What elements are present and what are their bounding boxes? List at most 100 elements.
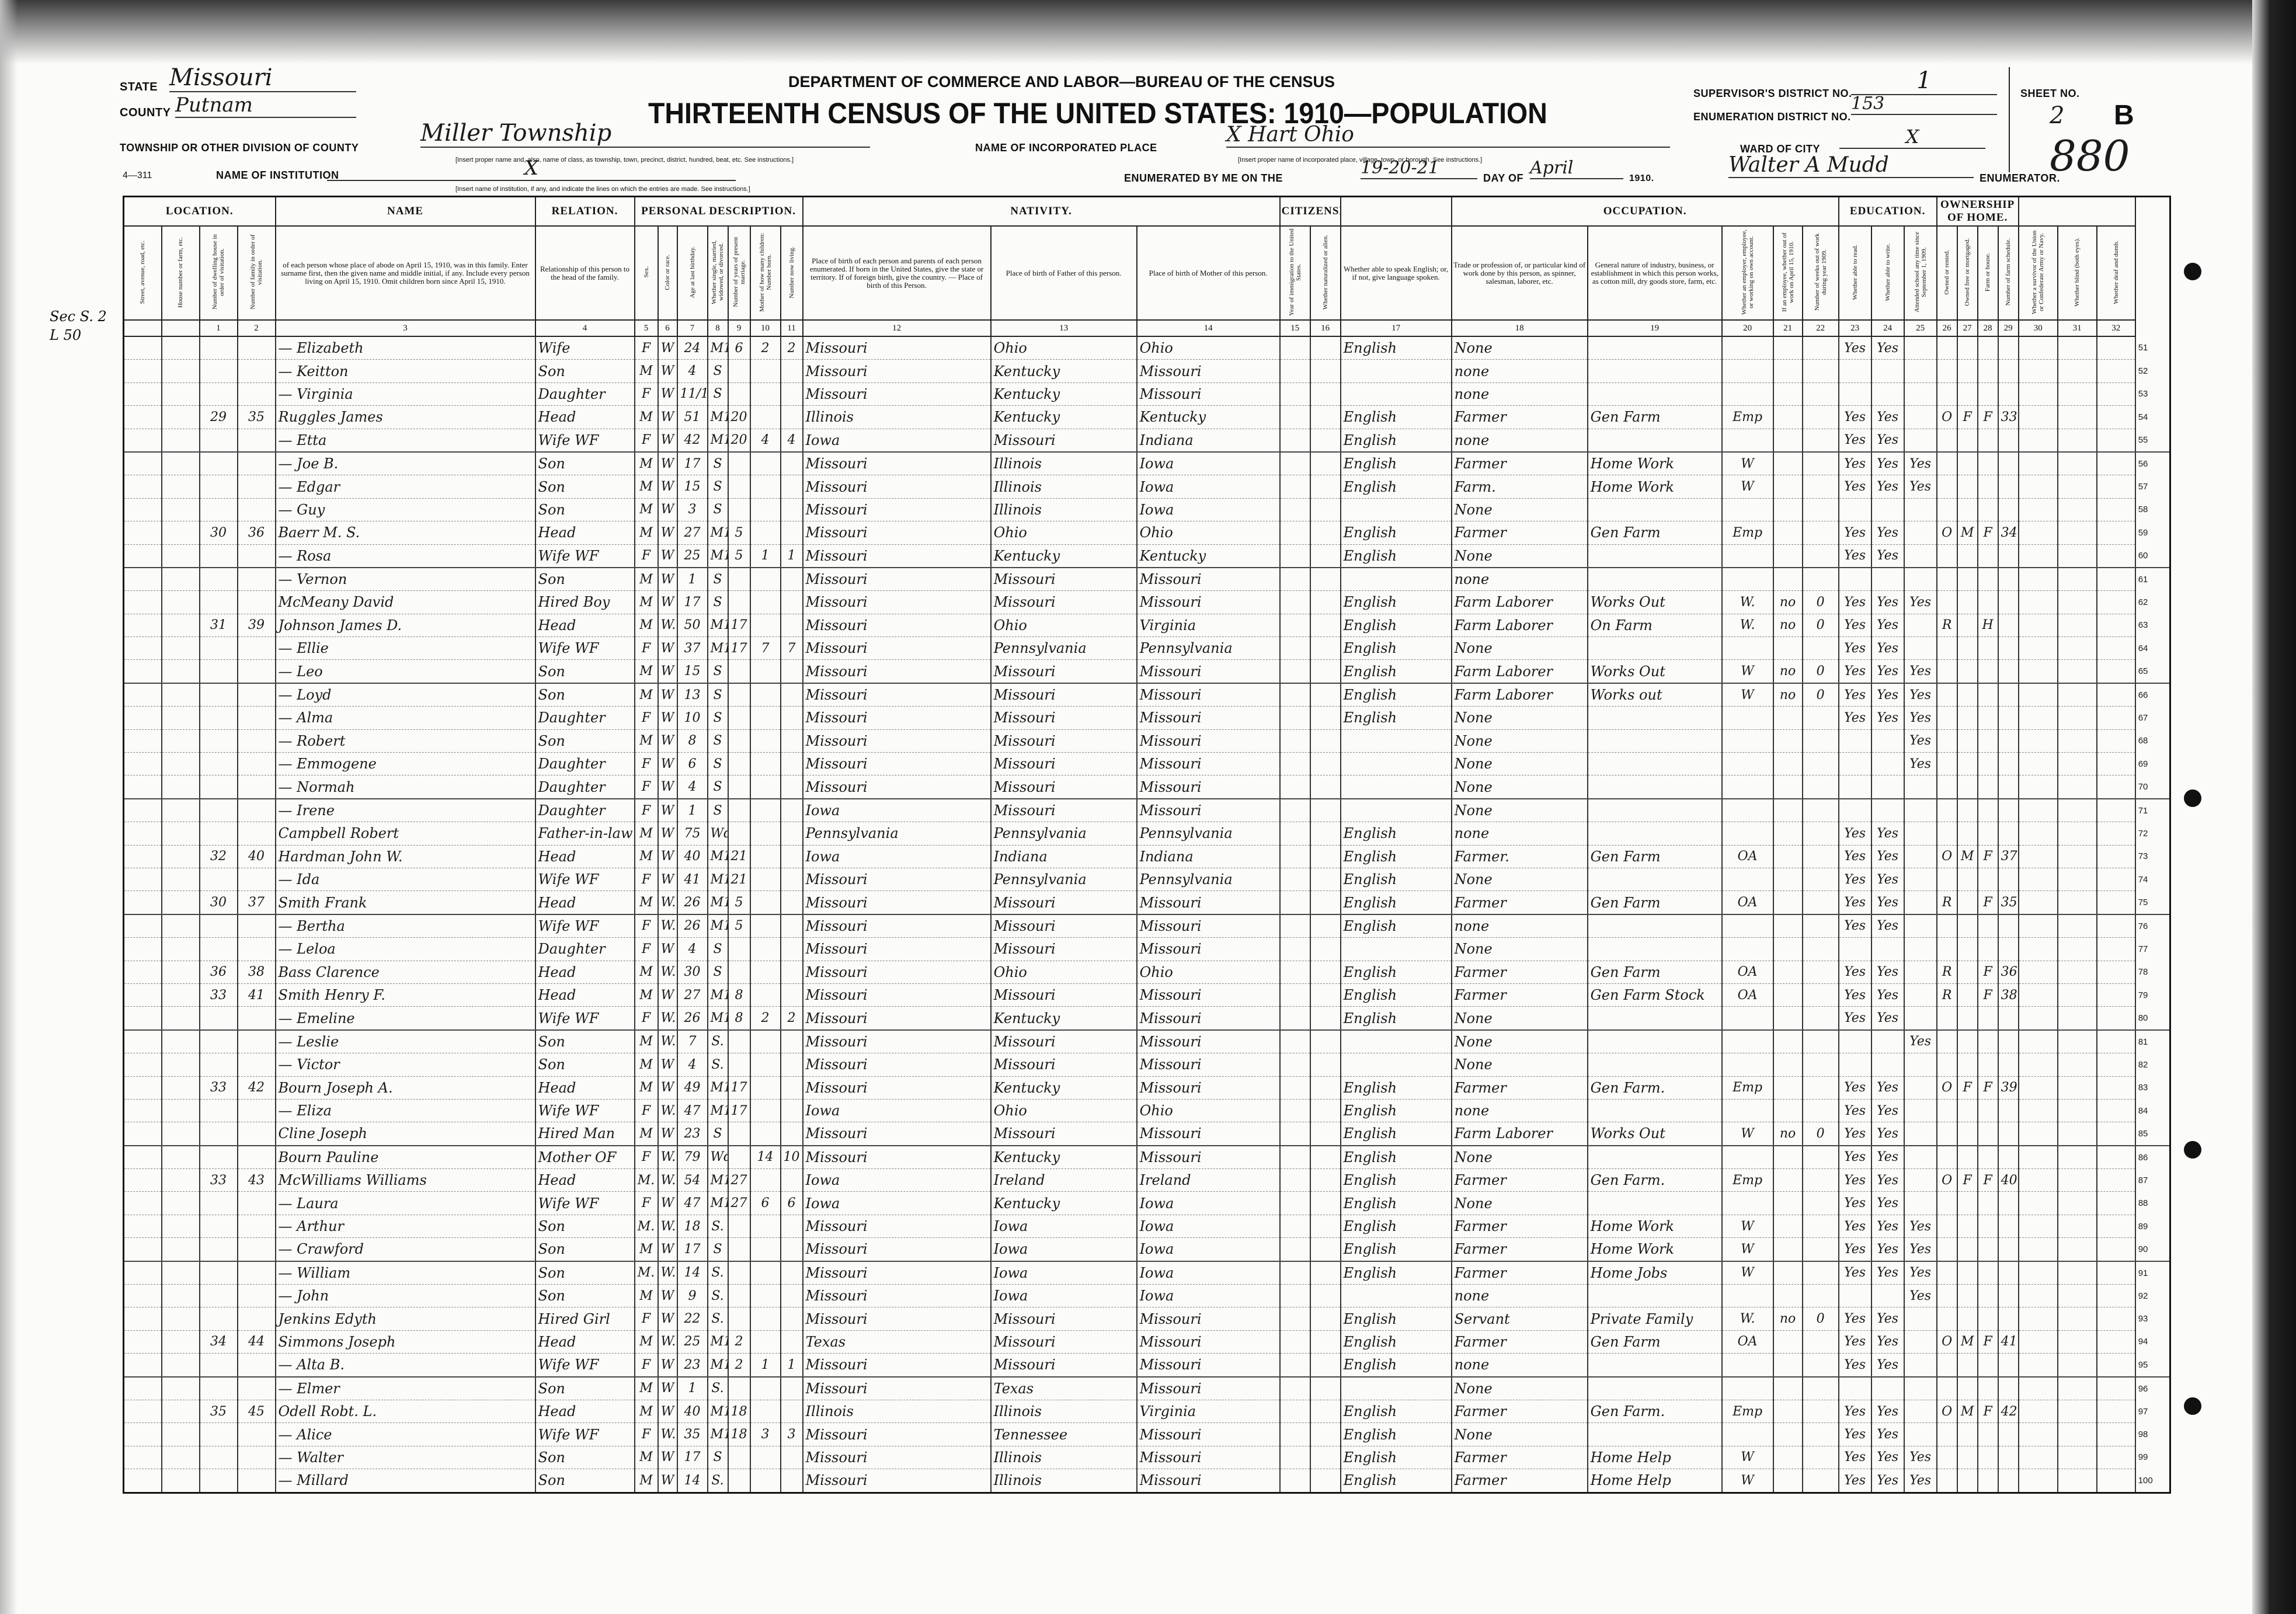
farm-house-cell: H <box>1977 614 1999 638</box>
class-of-worker-cell: W <box>1721 1122 1774 1146</box>
write-cell: Yes <box>1870 590 1905 614</box>
dwelling-cell <box>199 1215 238 1239</box>
deaf-cell <box>2096 822 2136 846</box>
language-cell: English <box>1340 405 1452 429</box>
language-cell: English <box>1340 659 1452 684</box>
family-cell: 43 <box>236 1168 276 1192</box>
farm-house-cell <box>1977 1099 1999 1123</box>
children-born-cell <box>749 1237 781 1262</box>
page-stamp: 880 <box>2050 131 2130 180</box>
language-cell <box>1340 798 1452 823</box>
out-of-work-cell <box>1772 475 1803 499</box>
sex-cell: F <box>634 429 659 453</box>
immigration-year-cell <box>1279 1029 1311 1054</box>
census-row: — Irene Daughter F W 1 S Iowa Missouri Missouri N… <box>123 798 2170 823</box>
owned-rented-cell <box>1936 1122 1958 1146</box>
language-cell: English <box>1340 1145 1452 1170</box>
marital-cell: M1 <box>707 1076 729 1100</box>
weeks-out-cell <box>1801 1446 1839 1470</box>
veteran-cell <box>2017 405 2058 429</box>
column-number: 22 <box>1801 319 1839 337</box>
farm-house-cell <box>1977 798 1999 823</box>
birthplace-cell: Missouri <box>802 1353 992 1378</box>
mother-birthplace-cell: Iowa <box>1136 1261 1281 1285</box>
out-of-work-cell <box>1772 1099 1803 1123</box>
farm-house-cell <box>1977 706 1999 730</box>
birthplace-cell: Missouri <box>802 382 992 406</box>
children-living-cell <box>780 1053 803 1077</box>
weeks-out-cell <box>1801 1029 1839 1054</box>
children-born-cell <box>749 1122 781 1146</box>
read-cell: Yes <box>1838 544 1872 568</box>
name-cell: — Robert <box>274 729 536 753</box>
race-cell: W <box>657 752 678 776</box>
family-cell <box>236 1053 276 1077</box>
owned-rented-cell <box>1936 359 1958 383</box>
deaf-cell <box>2096 1191 2136 1215</box>
blind-cell <box>2057 914 2097 938</box>
class-of-worker-cell <box>1721 1191 1774 1215</box>
name-cell: — Walter <box>274 1446 536 1470</box>
dwelling-cell <box>199 336 238 360</box>
children-living-cell <box>780 1122 803 1146</box>
name-cell: — John <box>274 1284 536 1308</box>
read-cell <box>1838 937 1872 961</box>
sex-cell: M <box>634 567 659 592</box>
marital-cell: S <box>707 961 729 984</box>
relation-cell: Son <box>534 659 635 684</box>
occupation-cell: none <box>1450 914 1588 938</box>
relation-cell: Daughter <box>534 706 635 730</box>
free-mortgaged-cell <box>1956 1353 1978 1378</box>
occupation-cell: Farmer <box>1450 983 1588 1007</box>
weeks-out-cell <box>1801 475 1839 499</box>
naturalized-cell <box>1309 822 1341 846</box>
birthplace-cell: Missouri <box>802 868 992 892</box>
father-birthplace-cell: Missouri <box>990 914 1137 938</box>
age-cell: 35 <box>676 1422 708 1446</box>
family-cell <box>236 914 276 938</box>
sex-cell: M <box>634 1330 659 1354</box>
immigration-year-cell <box>1279 359 1311 383</box>
years-married-cell <box>727 451 751 476</box>
children-born-cell <box>749 521 781 545</box>
immigration-year-cell <box>1279 614 1311 638</box>
children-born-cell <box>749 822 781 846</box>
birthplace-cell: Iowa <box>802 1099 992 1123</box>
immigration-year-cell <box>1279 1330 1311 1354</box>
occupation-cell: Farmer. <box>1450 845 1588 868</box>
column-heading: of each person whose place of abode on A… <box>274 225 536 321</box>
father-birthplace-cell: Missouri <box>990 683 1137 707</box>
farm-schedule-cell: 38 <box>1997 983 2019 1007</box>
weeks-out-cell <box>1801 1469 1839 1494</box>
children-born-cell <box>749 590 781 614</box>
street-cell <box>123 1307 162 1331</box>
line-cell: 95 <box>2135 1353 2170 1378</box>
marital-cell: S. <box>707 1215 729 1239</box>
occupation-cell: none <box>1450 429 1588 453</box>
dwelling-cell <box>199 636 238 660</box>
immigration-year-cell <box>1279 822 1311 846</box>
deaf-cell <box>2096 845 2136 868</box>
weeks-out-cell <box>1801 1145 1839 1170</box>
years-married-cell <box>727 937 751 961</box>
farm-house-cell: F <box>1977 891 1999 915</box>
birthplace-cell: Missouri <box>802 961 992 984</box>
write-cell <box>1870 382 1905 406</box>
farm-house-cell <box>1977 1006 1999 1031</box>
naturalized-cell <box>1309 567 1341 592</box>
free-mortgaged-cell: M <box>1956 1400 1978 1424</box>
farm-house-cell <box>1977 567 1999 592</box>
street-cell <box>123 1469 162 1494</box>
farm-house-cell <box>1977 451 1999 476</box>
veteran-cell <box>2017 1330 2058 1354</box>
census-row: — Crawford Son M W 17 S Missouri Iowa Iowa Englis… <box>123 1237 2170 1262</box>
family-cell <box>236 359 276 383</box>
house-cell <box>161 1376 200 1400</box>
name-cell: — Rosa <box>274 544 536 568</box>
free-mortgaged-cell <box>1956 1145 1978 1170</box>
deaf-cell <box>2096 914 2136 938</box>
free-mortgaged-cell <box>1956 614 1978 638</box>
house-cell <box>161 845 200 868</box>
read-cell <box>1838 567 1872 592</box>
